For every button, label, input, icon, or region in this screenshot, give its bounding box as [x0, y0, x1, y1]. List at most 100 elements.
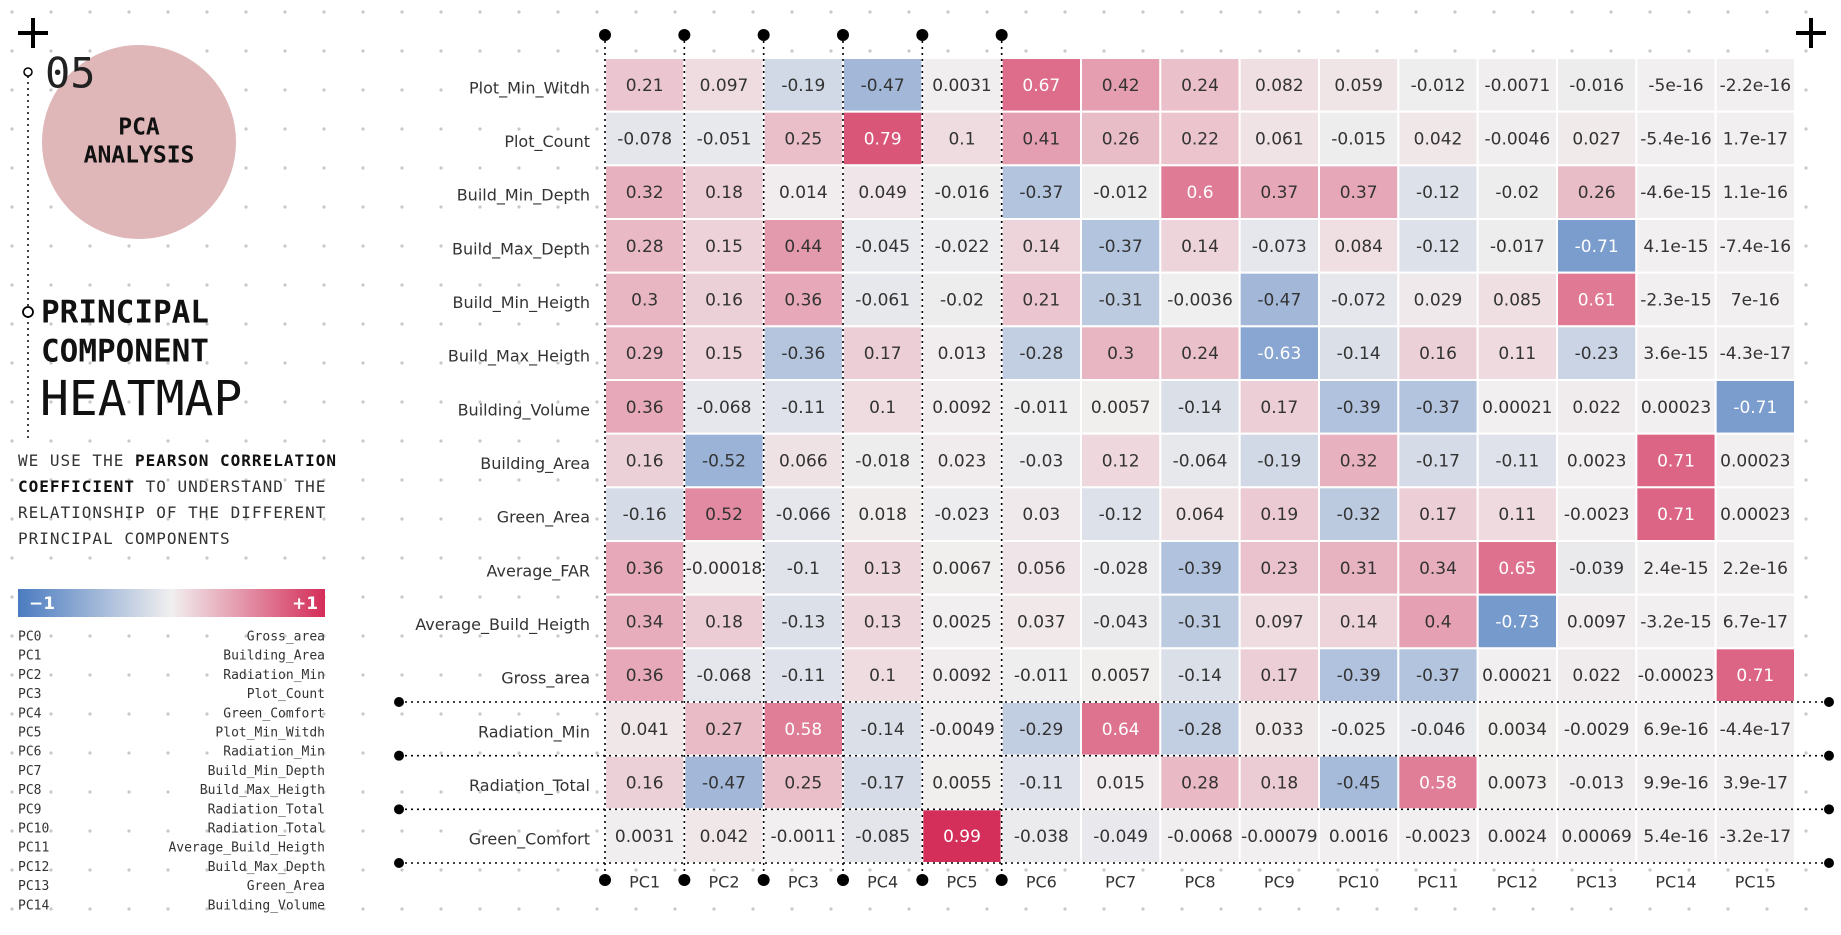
heat-cell [1476, 57, 1558, 113]
cell-label: 0.67 [1022, 76, 1060, 96]
heat-cell [604, 540, 686, 596]
cell-label: 0.21 [626, 76, 664, 96]
cell-label: 0.27 [705, 720, 743, 740]
cell-label: 0.0092 [932, 666, 991, 686]
cell-label: 0.65 [1498, 559, 1536, 579]
colorbar-tick-label: −1 [29, 594, 55, 614]
cell-label: 0.0031 [615, 827, 674, 847]
heat-cell [1238, 540, 1320, 596]
cell-label: 0.0097 [1567, 613, 1626, 633]
cell-label: -0.0023 [1564, 505, 1630, 525]
heat-cell [1714, 379, 1796, 435]
cell-label: -0.11 [781, 666, 825, 686]
legend-name: Plot_Count [247, 687, 325, 702]
legend-pc: PC13 [18, 879, 49, 894]
cell-label: -0.29 [1019, 720, 1063, 740]
cell-label: -0.016 [935, 183, 990, 203]
y-tick-label: Build_Min_Heigth [453, 293, 590, 313]
cell-label: 0.022 [1572, 398, 1621, 418]
heat-cell [921, 379, 1003, 435]
heat-cell [1318, 647, 1400, 703]
heat-cell [683, 432, 765, 489]
cell-label: -0.1 [787, 559, 820, 579]
legend-name: Radiation_Total [208, 802, 325, 817]
cell-label: 0.71 [1657, 505, 1695, 525]
legend-name: Gross_area [247, 630, 325, 645]
cell-label: -0.16 [623, 505, 667, 525]
cell-label: -0.02 [1495, 183, 1539, 203]
guide-dot [394, 750, 404, 761]
heat-cell [1080, 379, 1162, 435]
heat-cell [1476, 593, 1558, 650]
heat-cell [1556, 57, 1638, 113]
heat-cell [842, 754, 924, 811]
legend-pc: PC10 [18, 822, 49, 837]
heat-cell [1000, 164, 1083, 220]
description-part: TO UNDERSTAND THE RELATIONSHIP OF THE DI… [18, 477, 327, 548]
heading: PRINCIPAL [41, 295, 209, 331]
heat-cell [1714, 486, 1796, 543]
cell-label: -0.011 [1014, 666, 1069, 686]
cell-label: 5.4e-16 [1643, 827, 1708, 847]
cell-label: 0.0024 [1488, 827, 1547, 847]
cell-label: -0.23 [1575, 344, 1619, 364]
heat-cell [683, 647, 765, 703]
cell-label: 0.018 [858, 505, 907, 525]
legend-name: Green_Area [247, 879, 325, 894]
heat-cell [604, 432, 686, 489]
heat-cell [1000, 432, 1083, 489]
x-tick-label: PC3 [788, 873, 819, 892]
cell-label: -0.73 [1495, 613, 1539, 633]
cell-label: 0.22 [1181, 130, 1219, 150]
cell-label: -2.2e-16 [1720, 76, 1791, 96]
cell-label: -0.17 [861, 774, 905, 794]
cell-label: 7e-16 [1731, 291, 1780, 311]
x-tick-label: PC9 [1264, 873, 1295, 892]
heat-cell [1556, 379, 1638, 435]
heat-cell [921, 593, 1003, 650]
cell-label: 0.00023 [1720, 452, 1790, 472]
cell-label: -0.28 [1178, 720, 1222, 740]
heat-cell [921, 701, 1003, 757]
heat-cell [604, 379, 686, 435]
cell-label: -0.066 [776, 505, 831, 525]
cell-label: -0.14 [861, 720, 905, 740]
heat-cell [1397, 271, 1479, 328]
heat-cell [1476, 379, 1558, 435]
cell-label: 0.014 [779, 183, 828, 203]
heat-cell [842, 647, 924, 703]
cell-label: -0.32 [1337, 505, 1381, 525]
cell-label: 2.2e-16 [1723, 559, 1788, 579]
y-tick-label: Build_Max_Depth [452, 239, 590, 259]
cell-label: -0.045 [855, 237, 910, 257]
cell-label: 0.15 [705, 344, 743, 364]
heat-cell [1000, 754, 1083, 811]
cell-label: 0.0057 [1091, 666, 1150, 686]
heat-cell [1635, 325, 1717, 382]
cell-label: -0.0023 [1405, 827, 1471, 847]
cell-label: 0.4 [1424, 613, 1451, 633]
heat-cell [1080, 486, 1162, 543]
cell-label: 0.19 [1260, 505, 1298, 525]
cell-label: 0.15 [705, 237, 743, 257]
cell-label: -0.47 [702, 774, 746, 794]
cell-label: 0.0092 [932, 398, 991, 418]
legend-pc: PC11 [18, 841, 49, 856]
cell-label: 0.42 [1102, 76, 1140, 96]
legend-name: Building_Area [223, 649, 325, 664]
x-tick-label: PC10 [1338, 873, 1379, 892]
heat-cell [1476, 701, 1558, 757]
heat-cell [1397, 701, 1479, 757]
heat-cell [1238, 808, 1320, 864]
legend-pc: PC9 [18, 802, 41, 817]
side-dot [23, 67, 33, 77]
cell-label: 0.25 [784, 130, 822, 150]
cell-label: -0.14 [1178, 666, 1222, 686]
cell-label: 0.28 [1181, 774, 1219, 794]
legend-name: Build_Max_Heigth [200, 783, 325, 798]
cell-label: 0.16 [705, 291, 743, 311]
cell-label: 0.1 [869, 398, 896, 418]
cell-label: -0.023 [935, 505, 990, 525]
cell-label: -0.016 [1569, 76, 1624, 96]
heat-cell [1318, 593, 1400, 650]
